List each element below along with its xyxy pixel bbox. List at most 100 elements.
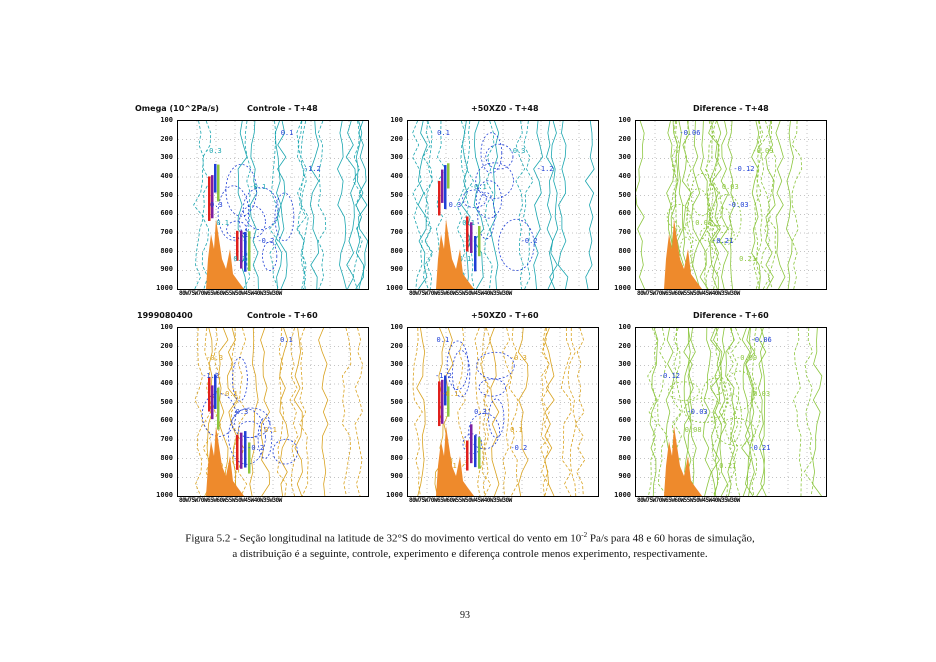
contour-core [248, 231, 251, 272]
page-number: 93 [460, 610, 470, 621]
plot-area: -0.06 -0.09 -0.12 0.03 -0.03 0.08 -0.21 0.21 [635, 120, 827, 290]
plot-area: 0.1 -0.3 -1.2 -0.1 0.3 0.1 -0.2 0.1 [407, 120, 599, 290]
y-tick-label: 1000 [614, 284, 631, 292]
contour-line [803, 328, 814, 496]
contour-line [687, 328, 697, 496]
contour-label: -0.2 [247, 444, 264, 452]
contour-loop [699, 224, 735, 244]
y-tick-label: 400 [390, 172, 403, 180]
contour-loop [232, 357, 248, 402]
y-tick-label: 800 [390, 453, 403, 462]
contour-line [711, 121, 722, 289]
y-tick-label: 900 [618, 472, 631, 481]
y-tick-label: 300 [160, 153, 173, 162]
contour-line [194, 328, 204, 496]
y-tick-label: 400 [618, 172, 631, 180]
contour-line [705, 121, 716, 289]
contour-loop [468, 413, 501, 450]
contour-line [546, 121, 555, 289]
plot-area: 0.1 -0.3 -1.2 -0.1 0.3 0.1 -0.2 0.1 [177, 120, 369, 290]
contour-loop [716, 207, 731, 234]
contour-line [751, 328, 761, 496]
contour-line [647, 328, 658, 496]
y-tick-label: 700 [160, 228, 173, 236]
terrain-profile [206, 219, 244, 289]
contour-loop [480, 132, 503, 174]
panel-control-t60: Controle - T+60 0.1 -0.3 -1.2 -0.1 0.3 0.1 -0.… [135, 311, 369, 521]
y-tick-label: 600 [390, 209, 403, 218]
contour-label: -0.21 [749, 444, 770, 452]
contour-line [744, 328, 756, 496]
contour-line [523, 121, 534, 289]
contour-label: 0.21 [739, 255, 756, 263]
contour-line [309, 121, 320, 289]
contour-label: 0.08 [695, 219, 712, 227]
contour-core [211, 385, 214, 420]
contour-core [466, 440, 469, 471]
y-tick-label: 200 [390, 341, 403, 350]
contour-core [244, 431, 247, 468]
y-tick-label: 600 [618, 209, 631, 218]
contour-label: -0.03 [728, 201, 749, 209]
y-tick-label: 100 [390, 116, 403, 124]
panel-diff-t48: Diference - T+48 -0.06 -0.09 -0.12 0.03 -0.0… [593, 104, 827, 314]
x-tick-labels: 80W75W70W65W60W55W50W45W40W35W30W [637, 290, 740, 297]
contour-line [557, 121, 569, 289]
contour-loop [477, 192, 495, 240]
contour-core [474, 435, 477, 468]
y-tick-label: 1000 [156, 491, 173, 499]
contour-loop [475, 180, 503, 219]
contour-label: 0.3 [210, 201, 223, 209]
contour-line [412, 121, 423, 289]
contour-line [745, 328, 755, 496]
contour-line [243, 121, 252, 289]
contour-core [240, 230, 243, 269]
y-tick-label: 400 [390, 379, 403, 387]
y-tick-label: 600 [160, 209, 173, 218]
contour-label: -0.1 [221, 390, 238, 398]
y-tick-label: 100 [618, 116, 631, 124]
contour-label: -0.1 [442, 390, 459, 398]
contour-label: -0.3 [509, 147, 526, 155]
contour-line [683, 328, 694, 496]
contour-line [296, 121, 307, 289]
contour-line [540, 328, 551, 496]
contour-line [481, 328, 492, 496]
contour-label: 0.03 [753, 390, 770, 398]
contour-line [791, 121, 803, 289]
y-tick-label: 700 [618, 435, 631, 443]
y-tick-label: 300 [390, 153, 403, 162]
contour-label: 0.21 [719, 462, 736, 470]
contour-label: 0.1 [216, 219, 229, 227]
contour-line [293, 328, 303, 496]
contour-line [201, 121, 212, 289]
contour-loop [228, 408, 266, 465]
contour-loop [478, 378, 506, 397]
contour-loop [238, 420, 262, 438]
contour-label: -0.12 [733, 165, 754, 173]
contour-core [478, 225, 481, 257]
contour-line [786, 121, 794, 289]
contour-label: 0.1 [281, 129, 294, 137]
contour-core [217, 164, 220, 202]
contour-line [277, 121, 288, 289]
contour-loop [225, 163, 257, 217]
contour-line [296, 121, 308, 289]
y-tick-label: 800 [160, 246, 173, 255]
panel-experiment-t60: +50XZ0 - T+60 0.1-0.3-1.2-0.10.30.1-0.20… [365, 311, 599, 521]
contour-line [753, 121, 764, 289]
contour-line [567, 328, 577, 496]
contour-line [649, 328, 659, 496]
y-tick-label: 300 [618, 153, 631, 162]
contour-loop [710, 375, 726, 396]
panel-experiment-t48: +50XZ0 - T+48 0.1 -0.3 -1.2 -0.1 0.3 0.1 -0.2 0… [365, 104, 599, 314]
contour-label: -0.06 [679, 129, 700, 137]
panel-title: +50XZ0 - T+60 [471, 311, 539, 320]
y-tick-label: 1000 [614, 491, 631, 499]
contour-line [416, 328, 426, 496]
contour-loop [701, 377, 729, 419]
contour-label: -0.06 [751, 336, 772, 344]
contour-plot: 0.1 -0.3 -1.2 -0.1 0.3 0.1 -0.2 0.1 [178, 121, 368, 289]
y-tick-label: 100 [160, 323, 173, 331]
contour-label: 0.1 [510, 426, 523, 434]
